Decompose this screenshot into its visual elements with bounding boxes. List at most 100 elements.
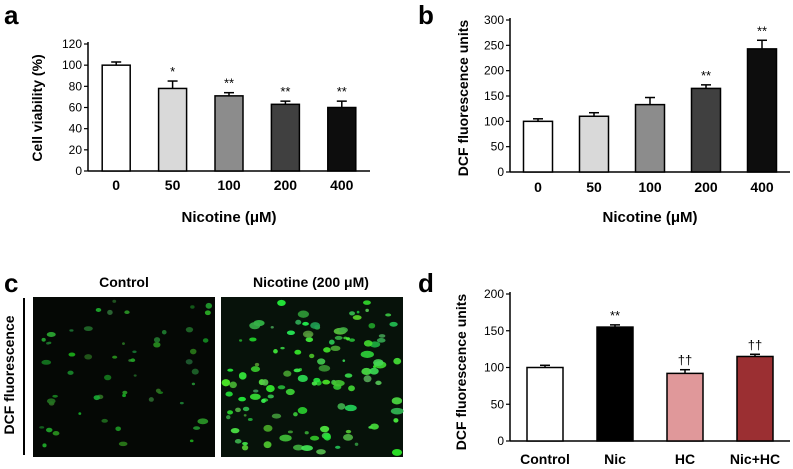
cell-spot [227, 368, 234, 372]
y-tick-label: 100 [484, 114, 504, 128]
cell-spot [132, 350, 137, 354]
cell-spot [68, 352, 76, 357]
cell-spot [197, 418, 209, 425]
cell-spot [280, 346, 285, 350]
cell-spot [323, 433, 332, 441]
cell-spot [242, 406, 250, 412]
cell-spot [179, 401, 184, 405]
y-tick-label: 100 [62, 58, 82, 72]
cell-spot [193, 426, 201, 430]
cell-spot [185, 359, 193, 365]
y-tick-label: 150 [484, 324, 504, 338]
cell-spot [235, 407, 241, 413]
x-tick-label: 0 [534, 179, 542, 195]
cell-spot [161, 330, 167, 335]
x-tick-label: 0 [112, 177, 120, 193]
cell-spot [191, 368, 199, 375]
panel-label-c: c [4, 268, 18, 298]
cell-spot [122, 342, 125, 346]
cell-spot [393, 357, 402, 365]
x-tick-label: 400 [750, 179, 774, 195]
x-tick-label: 100 [638, 179, 662, 195]
cell-spot [335, 445, 341, 449]
cell-spot [189, 439, 194, 443]
cell-spot [293, 368, 301, 373]
panel-c-micrographs: DCF fluorescence Control Nicotine (200 μ… [1, 274, 404, 457]
cell-spot [322, 379, 331, 385]
cell-spot [155, 388, 161, 393]
cell-spot [39, 426, 45, 429]
cell-spot [243, 414, 247, 417]
cell-spot [271, 413, 282, 419]
cell-spot [343, 433, 354, 441]
cell-spot [185, 326, 194, 333]
cell-spot [263, 441, 272, 449]
y-tick-label: 100 [484, 361, 504, 375]
cell-spot [67, 370, 74, 375]
cell-spot [267, 394, 274, 399]
cell-spot [270, 325, 274, 329]
cell-spot [202, 338, 209, 343]
cell-spot [227, 410, 234, 415]
cell-spot [344, 373, 353, 378]
y-axis-label-d: DCF fluorescence units [453, 294, 469, 451]
cell-spot [332, 380, 345, 387]
y-tick-label: 50 [491, 140, 505, 154]
x-tick-label: Nic+HC [730, 451, 780, 467]
bar-d-0 [526, 366, 564, 442]
cell-spot [378, 334, 386, 338]
cell-spot [292, 444, 304, 451]
cell-spot [242, 441, 248, 446]
cell-spot [148, 397, 154, 402]
cell-spot [266, 384, 275, 393]
cell-spot [345, 429, 352, 434]
cell-spot [153, 337, 161, 343]
micrograph-ylabel: DCF fluorescence [1, 315, 17, 434]
y-tick-label: 150 [484, 89, 504, 103]
cell-spot [317, 358, 326, 365]
panel-label-a: a [4, 0, 19, 30]
cell-spot [277, 385, 286, 390]
bar-b-0 [522, 120, 554, 173]
bar-d-1 [596, 326, 634, 442]
bar-a-4 [327, 106, 357, 172]
cell-spot [273, 349, 278, 354]
cell-spot [204, 310, 211, 316]
significance-label: †† [748, 337, 762, 352]
cell-spot [295, 319, 302, 325]
cell-spot [283, 370, 292, 377]
cell-spot [249, 393, 261, 400]
bar-b-2 [634, 103, 666, 173]
cell-spot [249, 322, 261, 330]
cell-spot [375, 380, 382, 386]
micrograph-nicotine-cells [221, 299, 404, 456]
cell-spot [370, 423, 379, 430]
cell-spot [301, 445, 313, 452]
chart-d-dcf-treatment: 0 50 100 150 200 Control ** Nic †† HC †† Nic+HC DCF … [453, 287, 790, 467]
cell-spot [389, 321, 398, 327]
bar-d-2 [666, 372, 704, 442]
cell-spot [239, 339, 243, 342]
cell-spot [304, 431, 309, 435]
chart-b-dcf: 0 50 100 150 200 250 300 0 50 100 ** 200 ** 400 DCF fl… [455, 13, 790, 226]
cell-spot [344, 404, 357, 412]
cell-spot [294, 349, 302, 355]
panel-label-d: d [418, 268, 434, 298]
cell-spot [390, 407, 404, 415]
cell-spot [189, 348, 197, 355]
cell-spot [112, 355, 118, 359]
cell-spot [263, 424, 273, 432]
y-tick-label: 250 [484, 38, 504, 52]
y-tick-label: 20 [69, 143, 83, 157]
cell-spot [313, 377, 321, 383]
cell-spot [261, 379, 269, 386]
micrograph-control [33, 297, 215, 457]
cell-spot [191, 382, 196, 386]
cell-spot [93, 395, 100, 401]
bar-a-0 [101, 64, 131, 172]
cell-spot [226, 415, 231, 420]
cell-spot [122, 390, 128, 395]
x-tick-label: 200 [274, 177, 298, 193]
cell-spot [376, 338, 386, 343]
cell-spot [297, 310, 310, 318]
